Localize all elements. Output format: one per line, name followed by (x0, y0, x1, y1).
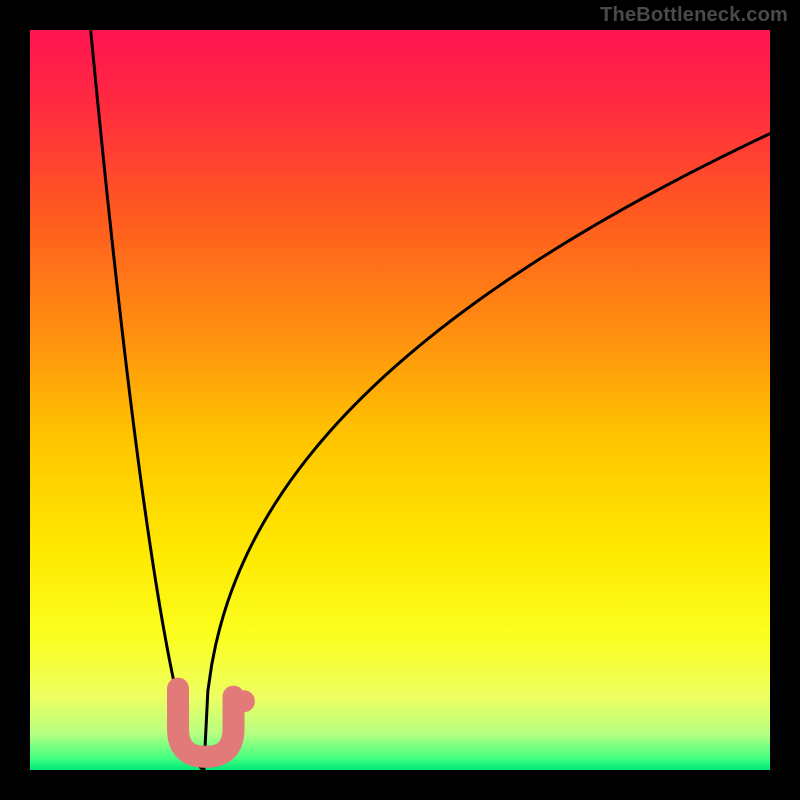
highlight-marker-dot (233, 690, 255, 712)
plot-area (30, 30, 770, 770)
watermark-text: TheBottleneck.com (600, 4, 788, 27)
stage: TheBottleneck.com (0, 0, 800, 800)
gradient-background (30, 30, 770, 770)
plot-svg (30, 30, 770, 770)
